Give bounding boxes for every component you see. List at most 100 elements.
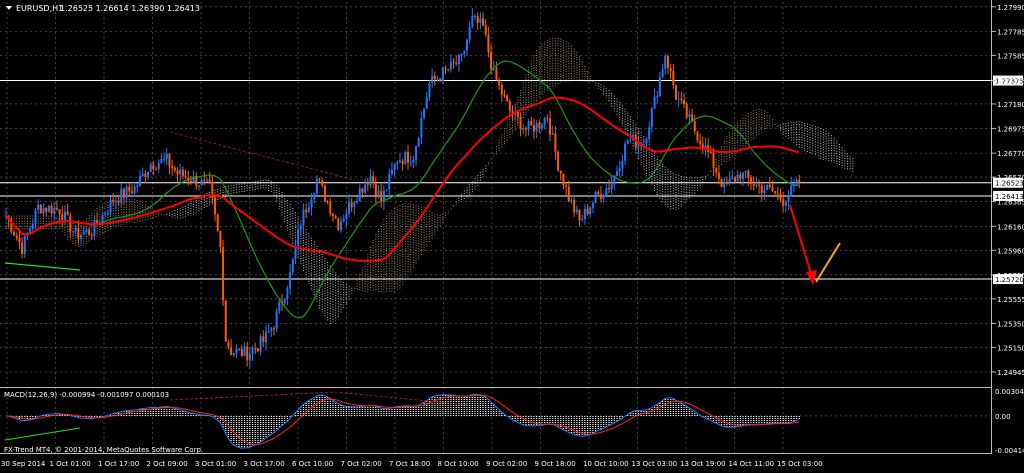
price-tick-label: 1.24945: [997, 369, 1024, 377]
time-tick-label: 7 Oct 02:00: [341, 460, 382, 468]
candle-body: [444, 67, 447, 70]
candle-body: [195, 176, 198, 187]
candle-body: [669, 67, 672, 72]
candle-body: [313, 193, 316, 200]
time-tick-label: 13 Oct 03:00: [632, 460, 678, 468]
candle-body: [549, 118, 552, 135]
candle-body: [733, 177, 736, 182]
level-price-tag: [993, 190, 1023, 201]
candle-body: [192, 176, 195, 183]
candle-body: [55, 208, 58, 210]
candle-body: [530, 121, 533, 126]
candle-body: [321, 180, 324, 186]
candle-body: [361, 188, 364, 193]
candle-body: [573, 200, 576, 213]
candle-body: [117, 200, 120, 203]
level-price-tag: [993, 177, 1023, 188]
level-price-label: 1.26523: [995, 180, 1024, 188]
candle-body: [776, 193, 779, 195]
price-tick-label: 1.26975: [997, 126, 1024, 134]
candle-body: [557, 151, 560, 171]
candle-body: [88, 229, 91, 235]
candle-body: [291, 259, 294, 273]
candle-body: [329, 201, 332, 214]
candle-body: [562, 173, 565, 186]
candle-body: [768, 184, 771, 188]
horizontal-levels[interactable]: 1.27375 1.26523 1.26413 1.25720: [0, 75, 1024, 285]
candle-body: [93, 220, 96, 236]
candle-body: [50, 205, 53, 214]
macd-trendline-green: [4, 427, 81, 441]
candle-body: [725, 181, 728, 184]
chart-title: EURUSD,H1: [16, 4, 63, 13]
macd-panel: [0, 391, 992, 449]
candle-body: [200, 179, 203, 186]
candle-body: [358, 188, 361, 202]
candle-body: [423, 108, 426, 119]
candle-body: [326, 201, 329, 203]
candle-body: [541, 125, 543, 128]
candle-body: [348, 202, 351, 214]
candle-body: [104, 214, 107, 216]
candle-body: [720, 178, 723, 188]
candle-body: [567, 186, 570, 202]
candle-body: [112, 199, 115, 203]
candle-body: [685, 104, 688, 118]
candle-body: [750, 177, 753, 184]
candle-body: [334, 215, 337, 219]
price-tick-label: 1.25150: [997, 344, 1024, 352]
candle-body: [599, 194, 602, 199]
candle-body: [648, 127, 651, 139]
candle-body: [144, 173, 147, 178]
candle-body: [238, 348, 241, 350]
candle-body: [230, 347, 233, 356]
candle-body: [53, 208, 56, 214]
candle-body: [305, 209, 308, 213]
candle-body: [179, 169, 182, 175]
ohlc-readout: 1.26525 1.26614 1.26390 1.26413: [60, 4, 200, 13]
candle-body: [18, 237, 21, 243]
candle-body: [412, 160, 415, 163]
price-tick-label: 1.26365: [997, 199, 1024, 207]
candle-body: [264, 331, 267, 343]
candle-body: [683, 99, 686, 105]
candle-body: [125, 186, 128, 198]
candle-body: [163, 158, 166, 160]
candle-body: [401, 160, 404, 165]
candle-body: [77, 228, 80, 239]
dropdown-triangle-icon[interactable]: [6, 6, 12, 10]
candle-body: [34, 209, 37, 224]
candle-body: [487, 34, 490, 53]
candle-body: [203, 179, 206, 181]
grid: [0, 0, 992, 454]
candle-body: [267, 331, 270, 333]
down-arrow-line: [789, 204, 814, 281]
candle-body: [396, 162, 399, 165]
down-arrow-head-icon: [806, 270, 817, 285]
candle-body: [650, 108, 653, 128]
candle-body: [763, 190, 766, 193]
candle-body: [431, 75, 434, 83]
candle-body: [452, 61, 455, 64]
candle-body: [270, 328, 273, 332]
candle-body: [524, 128, 527, 130]
candle-body: [227, 341, 230, 348]
candle-body: [176, 170, 179, 175]
macd-tick-label: -0.004141: [995, 447, 1024, 455]
macd-line: [5, 393, 800, 449]
candle-body: [353, 202, 356, 208]
candle-body: [527, 121, 530, 130]
candle-body: [554, 133, 557, 152]
candle-body: [672, 71, 675, 86]
candle-body: [224, 300, 227, 342]
candle-body: [141, 173, 144, 177]
candle-body: [66, 211, 69, 216]
candle-body: [152, 164, 155, 170]
candle-body: [508, 101, 511, 112]
price-tick-label: 1.27990: [997, 4, 1024, 12]
candle-body: [380, 191, 383, 202]
candle-body: [782, 199, 785, 206]
candle-body: [779, 194, 782, 200]
